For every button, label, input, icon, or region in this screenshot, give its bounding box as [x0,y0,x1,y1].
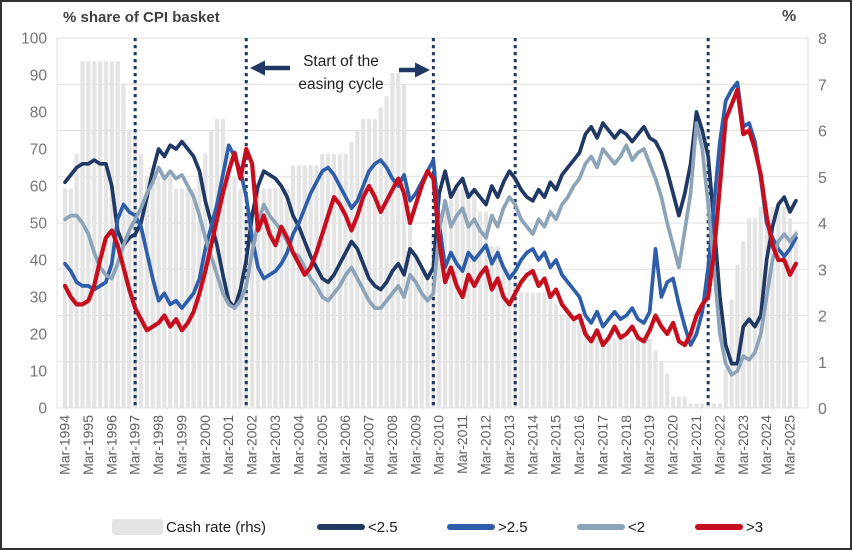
svg-text:90: 90 [30,68,48,85]
svg-text:Mar-2023: Mar-2023 [735,415,751,475]
svg-text:50: 50 [30,216,48,233]
chart-title-left: % share of CPI basket [63,9,220,26]
legend-item-gt-2-5: >2.5 [447,516,528,538]
svg-text:Mar-2013: Mar-2013 [501,415,517,475]
svg-text:7: 7 [818,77,827,94]
svg-text:5: 5 [818,170,827,187]
lt-2-5-swatch [317,524,365,530]
svg-text:Mar-2006: Mar-2006 [337,415,353,475]
svg-text:40: 40 [30,253,48,270]
svg-text:Mar-2012: Mar-2012 [477,415,493,475]
svg-text:0: 0 [38,401,47,418]
series-line-gt_3 [62,87,799,348]
easing-arrow-left-icon [250,60,290,76]
svg-text:Mar-2021: Mar-2021 [688,415,704,475]
svg-text:Mar-2000: Mar-2000 [197,415,213,475]
svg-text:3: 3 [818,262,827,279]
svg-text:70: 70 [30,142,48,159]
legend-item-gt-3: >3 [695,516,763,538]
svg-text:Mar-2002: Mar-2002 [244,415,260,475]
annotation-line-2: easing cycle [298,76,384,93]
series-cash-rate-bars [62,61,798,408]
svg-text:Mar-2008: Mar-2008 [384,415,400,475]
gt-3-swatch [695,524,743,530]
series-line-gt_2_5 [63,80,798,347]
legend-label: Cash rate (rhs) [166,518,267,536]
svg-text:Mar-1995: Mar-1995 [80,415,96,475]
svg-text:Mar-2019: Mar-2019 [641,415,657,475]
svg-text:Mar-2009: Mar-2009 [407,415,423,475]
svg-text:Mar-2010: Mar-2010 [431,415,447,475]
svg-text:30: 30 [30,290,48,307]
svg-text:Mar-2020: Mar-2020 [665,415,681,475]
annotation-line-1: Start of the [303,53,379,70]
series-line-lt_2 [63,121,798,377]
legend-item-lt-2-5: <2.5 [317,516,398,538]
svg-text:Mar-2017: Mar-2017 [594,415,610,475]
svg-text:6: 6 [818,124,827,141]
svg-text:4: 4 [818,216,827,233]
legend-label: >2.5 [498,518,528,536]
svg-text:Mar-2011: Mar-2011 [454,415,470,474]
svg-text:Mar-1994: Mar-1994 [57,415,73,475]
right-axis-labels: 0 1 2 3 4 5 6 7 8 [818,31,827,418]
svg-text:Mar-2003: Mar-2003 [267,415,283,475]
svg-text:Mar-1997: Mar-1997 [127,415,143,475]
svg-text:0: 0 [818,401,827,418]
series-line-lt_2_5 [63,110,798,366]
cash-rate-swatch [112,519,163,535]
svg-text:Mar-2024: Mar-2024 [758,415,774,475]
svg-text:2: 2 [818,309,827,326]
x-axis-labels: Mar-1994 Mar-1995 Mar-1996 Mar-1997 Mar-1998… [57,415,798,475]
legend-label: <2 [628,518,646,536]
svg-text:Mar-2001: Mar-2001 [220,415,236,475]
svg-text:20: 20 [30,327,48,344]
svg-text:100: 100 [21,31,47,48]
svg-text:10: 10 [30,364,48,381]
svg-text:8: 8 [818,31,827,48]
legend-label: <2.5 [368,518,398,536]
svg-text:Mar-1998: Mar-1998 [150,415,166,475]
svg-text:Mar-2004: Mar-2004 [290,415,306,475]
svg-text:Mar-1996: Mar-1996 [103,415,119,475]
svg-text:60: 60 [30,179,48,196]
svg-text:Mar-1999: Mar-1999 [173,415,189,475]
svg-text:Mar-2018: Mar-2018 [618,415,634,475]
legend-label: >3 [746,518,764,536]
svg-text:Mar-2016: Mar-2016 [571,415,587,475]
svg-text:Mar-2015: Mar-2015 [548,415,564,475]
svg-text:80: 80 [30,105,48,122]
lt-2-swatch [577,524,625,530]
svg-text:1: 1 [818,355,827,372]
chart-title-right: % [782,8,797,25]
svg-text:Mar-2025: Mar-2025 [782,415,798,475]
legend-item-lt-2: <2 [577,516,645,538]
svg-text:Mar-2007: Mar-2007 [361,415,377,475]
left-axis-labels: 0 10 20 30 40 50 60 70 80 90 100 [21,31,47,418]
svg-text:Mar-2005: Mar-2005 [314,415,330,475]
svg-text:Mar-2022: Mar-2022 [711,415,727,475]
gt-2-5-swatch [447,524,495,530]
easing-arrow-right-icon [399,62,430,78]
legend-item-cash-rate: Cash rate (rhs) [112,516,266,538]
easing-cycle-annotation: Start of the easing cycle [264,50,418,96]
svg-text:Mar-2014: Mar-2014 [524,415,540,475]
